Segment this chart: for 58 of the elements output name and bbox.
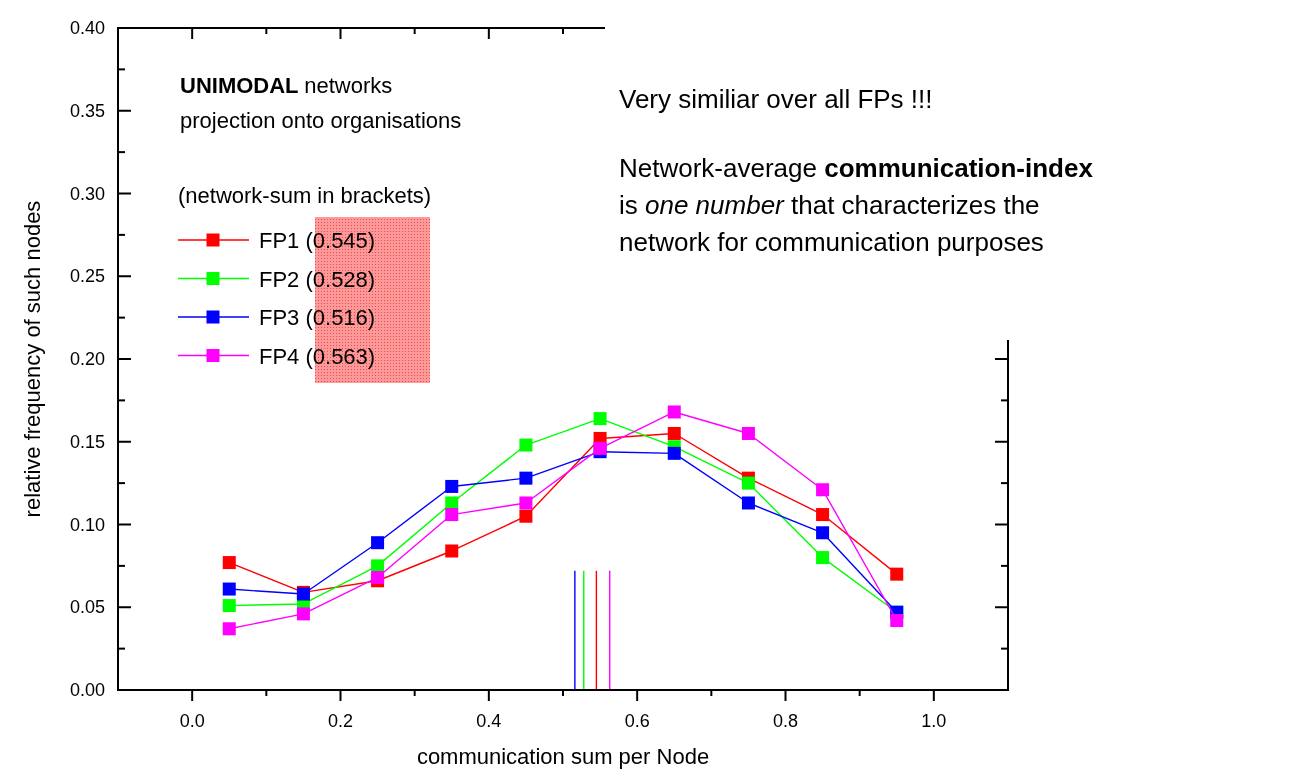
point (667, 405, 681, 419)
point (816, 551, 830, 565)
point (445, 508, 459, 522)
annotation: projection onto organisations (180, 108, 462, 133)
point (371, 570, 385, 584)
point (667, 446, 681, 460)
y-tick-label: 0.15 (69, 431, 105, 452)
point (445, 496, 459, 510)
point (890, 613, 904, 627)
annotation: network for communication purposes (619, 227, 1044, 257)
annotation: Network-average communication-index (619, 153, 1094, 183)
x-tick-label: 0.0 (179, 711, 205, 731)
point (741, 496, 755, 510)
point (519, 496, 533, 510)
y-tick-label: 0.40 (69, 18, 105, 38)
legend-label: FP3 (0.516) (259, 305, 376, 330)
y-tick-label: 0.10 (69, 514, 105, 535)
annotation: is one number that characterizes the (619, 190, 1040, 220)
x-axis-title: communication sum per Node (416, 744, 710, 769)
point (222, 622, 236, 636)
point (816, 483, 830, 497)
legend-label: FP2 (0.528) (259, 266, 376, 292)
point (222, 556, 236, 570)
point (593, 412, 607, 426)
x-tick-label: 0.8 (772, 711, 799, 731)
y-axis-title: relative frequency of such nodes (20, 200, 45, 518)
point (816, 526, 830, 540)
y-tick-label: 0.20 (69, 349, 105, 369)
annotation: UNIMODAL networks (180, 73, 393, 98)
point (371, 536, 385, 550)
x-tick-label: 1.0 (921, 711, 947, 731)
y-tick-label: 0.25 (69, 266, 105, 287)
legend-title: (network-sum in brackets) (178, 183, 432, 208)
point (371, 559, 385, 573)
y-tick-label: 0.35 (69, 100, 105, 121)
point (222, 599, 236, 613)
x-tick-label: 0.4 (476, 711, 502, 731)
point (741, 426, 755, 440)
y-tick-label: 0.30 (69, 183, 105, 204)
legend-label: FP4 (0.563) (259, 343, 376, 369)
x-tick-label: 0.2 (327, 711, 354, 731)
point (519, 438, 533, 452)
point (593, 441, 607, 455)
y-tick-label: 0.00 (69, 680, 105, 700)
point (222, 582, 236, 596)
y-tick-label: 0.05 (69, 597, 105, 618)
point (816, 508, 830, 522)
point (296, 607, 310, 621)
point (667, 426, 681, 440)
point (519, 471, 533, 485)
point (445, 544, 459, 558)
point (445, 479, 459, 493)
annotation: Very similiar over all FPs !!! (619, 84, 933, 114)
legend-label: FP1 (0.545) (259, 228, 376, 253)
point (519, 509, 533, 523)
x-tick-label: 0.6 (624, 711, 650, 731)
point (890, 567, 904, 581)
point (741, 476, 755, 490)
